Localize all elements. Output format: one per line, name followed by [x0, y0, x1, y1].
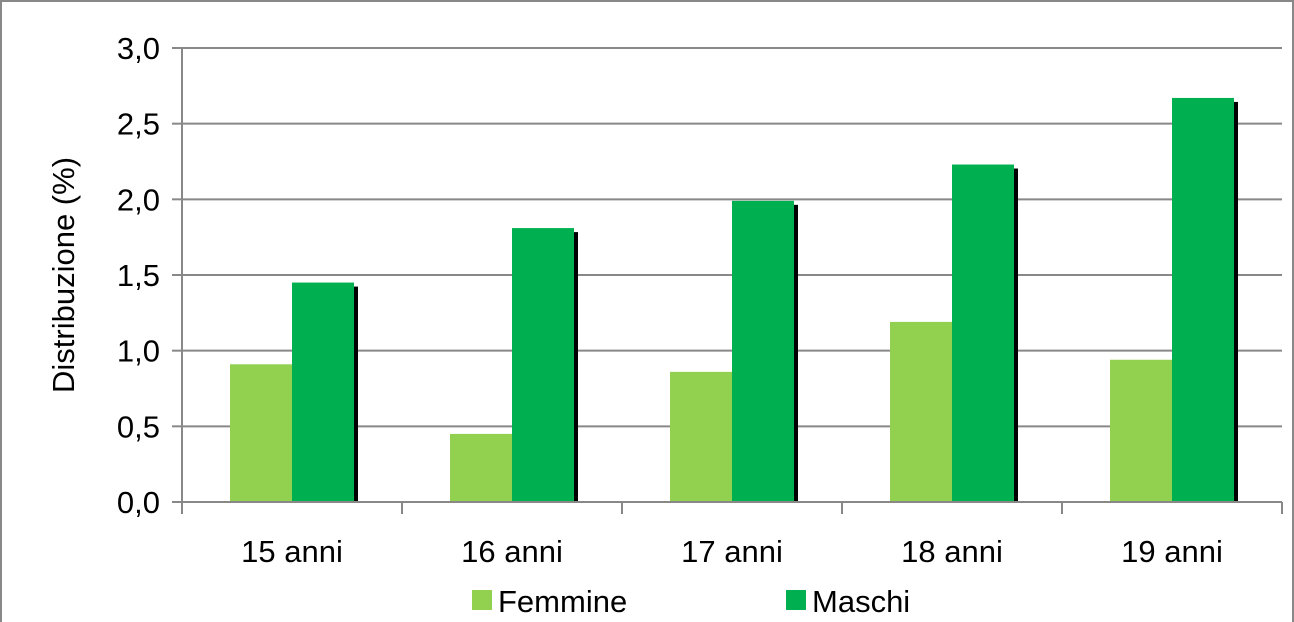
- legend-swatch-femmine: [472, 590, 492, 610]
- x-tick-label: 16 anni: [461, 534, 563, 569]
- y-axis-title: Distribuzione (%): [46, 157, 81, 393]
- legend-swatch-maschi: [786, 590, 806, 610]
- x-tick-label: 17 anni: [681, 534, 783, 569]
- y-tick-label: 0,0: [117, 485, 160, 520]
- bar-femmine-2: [450, 433, 512, 502]
- bar-femmine-5: [1110, 359, 1172, 502]
- y-tick-label: 1,0: [117, 334, 160, 369]
- bar-maschi-3: [732, 200, 794, 502]
- x-tick-label: 15 anni: [241, 534, 343, 569]
- bar-maschi-5: [1172, 97, 1234, 502]
- x-tick-label: 18 anni: [901, 534, 1003, 569]
- legend-label-femmine: Femmine: [498, 584, 627, 619]
- legend: Femmine Maschi: [472, 584, 910, 619]
- y-tick-label: 0,5: [117, 409, 160, 444]
- y-tick-label: 3,0: [117, 31, 160, 66]
- x-tick-label: 19 anni: [1121, 534, 1223, 569]
- y-tick-label: 1,5: [117, 258, 160, 293]
- bar-femmine-1: [230, 364, 292, 502]
- bar-maschi-1: [292, 282, 354, 502]
- x-axis: 15 anni 16 anni 17 anni 18 anni 19 anni: [181, 48, 1283, 569]
- bars: [230, 97, 1238, 502]
- bar-maschi-4: [952, 164, 1014, 502]
- bar-femmine-3: [670, 371, 732, 502]
- y-tick-label: 2,5: [117, 107, 160, 142]
- legend-label-maschi: Maschi: [812, 584, 910, 619]
- y-axis-ticks: 0,0 0,5 1,0 1,5 2,0 2,5 3,0: [117, 31, 182, 520]
- bar-maschi-2: [512, 228, 574, 502]
- y-tick-label: 2,0: [117, 182, 160, 217]
- bar-femmine-4: [890, 321, 952, 502]
